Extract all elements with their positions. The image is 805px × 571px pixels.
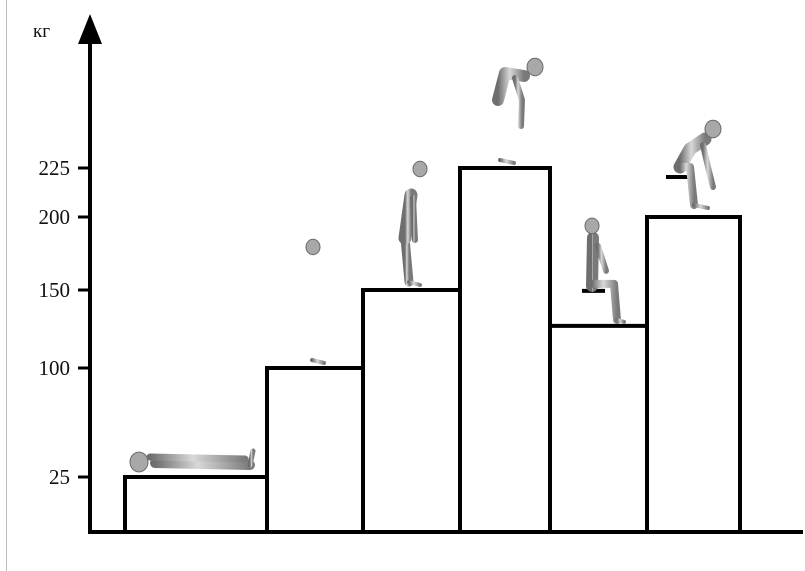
y-tick-label-25: 25 [49, 465, 70, 489]
figure-standing [304, 238, 326, 365]
head [704, 119, 722, 139]
y-axis-label: кг [33, 21, 50, 42]
limb [310, 358, 326, 365]
limb [586, 231, 599, 292]
y-ticks: 25 100 150 200 225 [39, 156, 90, 489]
figure-sitting-upright [582, 217, 626, 324]
limb [410, 195, 418, 243]
limb [498, 158, 516, 165]
limb [676, 163, 698, 209]
y-tick-label-150: 150 [39, 278, 71, 302]
limb [150, 458, 255, 470]
axes: кг [33, 14, 803, 534]
limb [692, 203, 710, 210]
head [584, 217, 600, 235]
head [526, 57, 544, 77]
bar-sitting-leaning-forward [645, 215, 742, 534]
y-axis-arrow-icon [78, 14, 102, 44]
head [412, 160, 428, 178]
bar-lying [123, 475, 269, 534]
head [129, 451, 149, 473]
limb [492, 67, 530, 106]
bar-bending-forward [458, 166, 552, 534]
figure-sitting-leaning-forward [666, 119, 722, 210]
figure-standing-leaning-back [398, 160, 428, 287]
figure-bending-forward [492, 57, 544, 165]
bar-standing [265, 366, 365, 534]
limb [407, 280, 422, 287]
limb [146, 453, 249, 463]
limb [615, 317, 626, 324]
limb [398, 188, 418, 245]
y-tick-label-100: 100 [39, 356, 71, 380]
bars [123, 166, 742, 534]
limb [247, 448, 256, 468]
head [305, 238, 321, 256]
limb [400, 233, 414, 287]
limb [588, 279, 621, 324]
limb [512, 75, 525, 129]
figure-lying [129, 448, 256, 473]
frame-edge [6, 0, 7, 571]
y-tick-label-200: 200 [39, 205, 71, 229]
limb [673, 132, 712, 174]
bar-standing-leaning-back [361, 288, 462, 534]
figures [129, 57, 722, 473]
limb [700, 142, 716, 190]
y-tick-label-225: 225 [39, 156, 71, 180]
bar-sitting-upright [548, 323, 649, 534]
limb [595, 242, 609, 274]
